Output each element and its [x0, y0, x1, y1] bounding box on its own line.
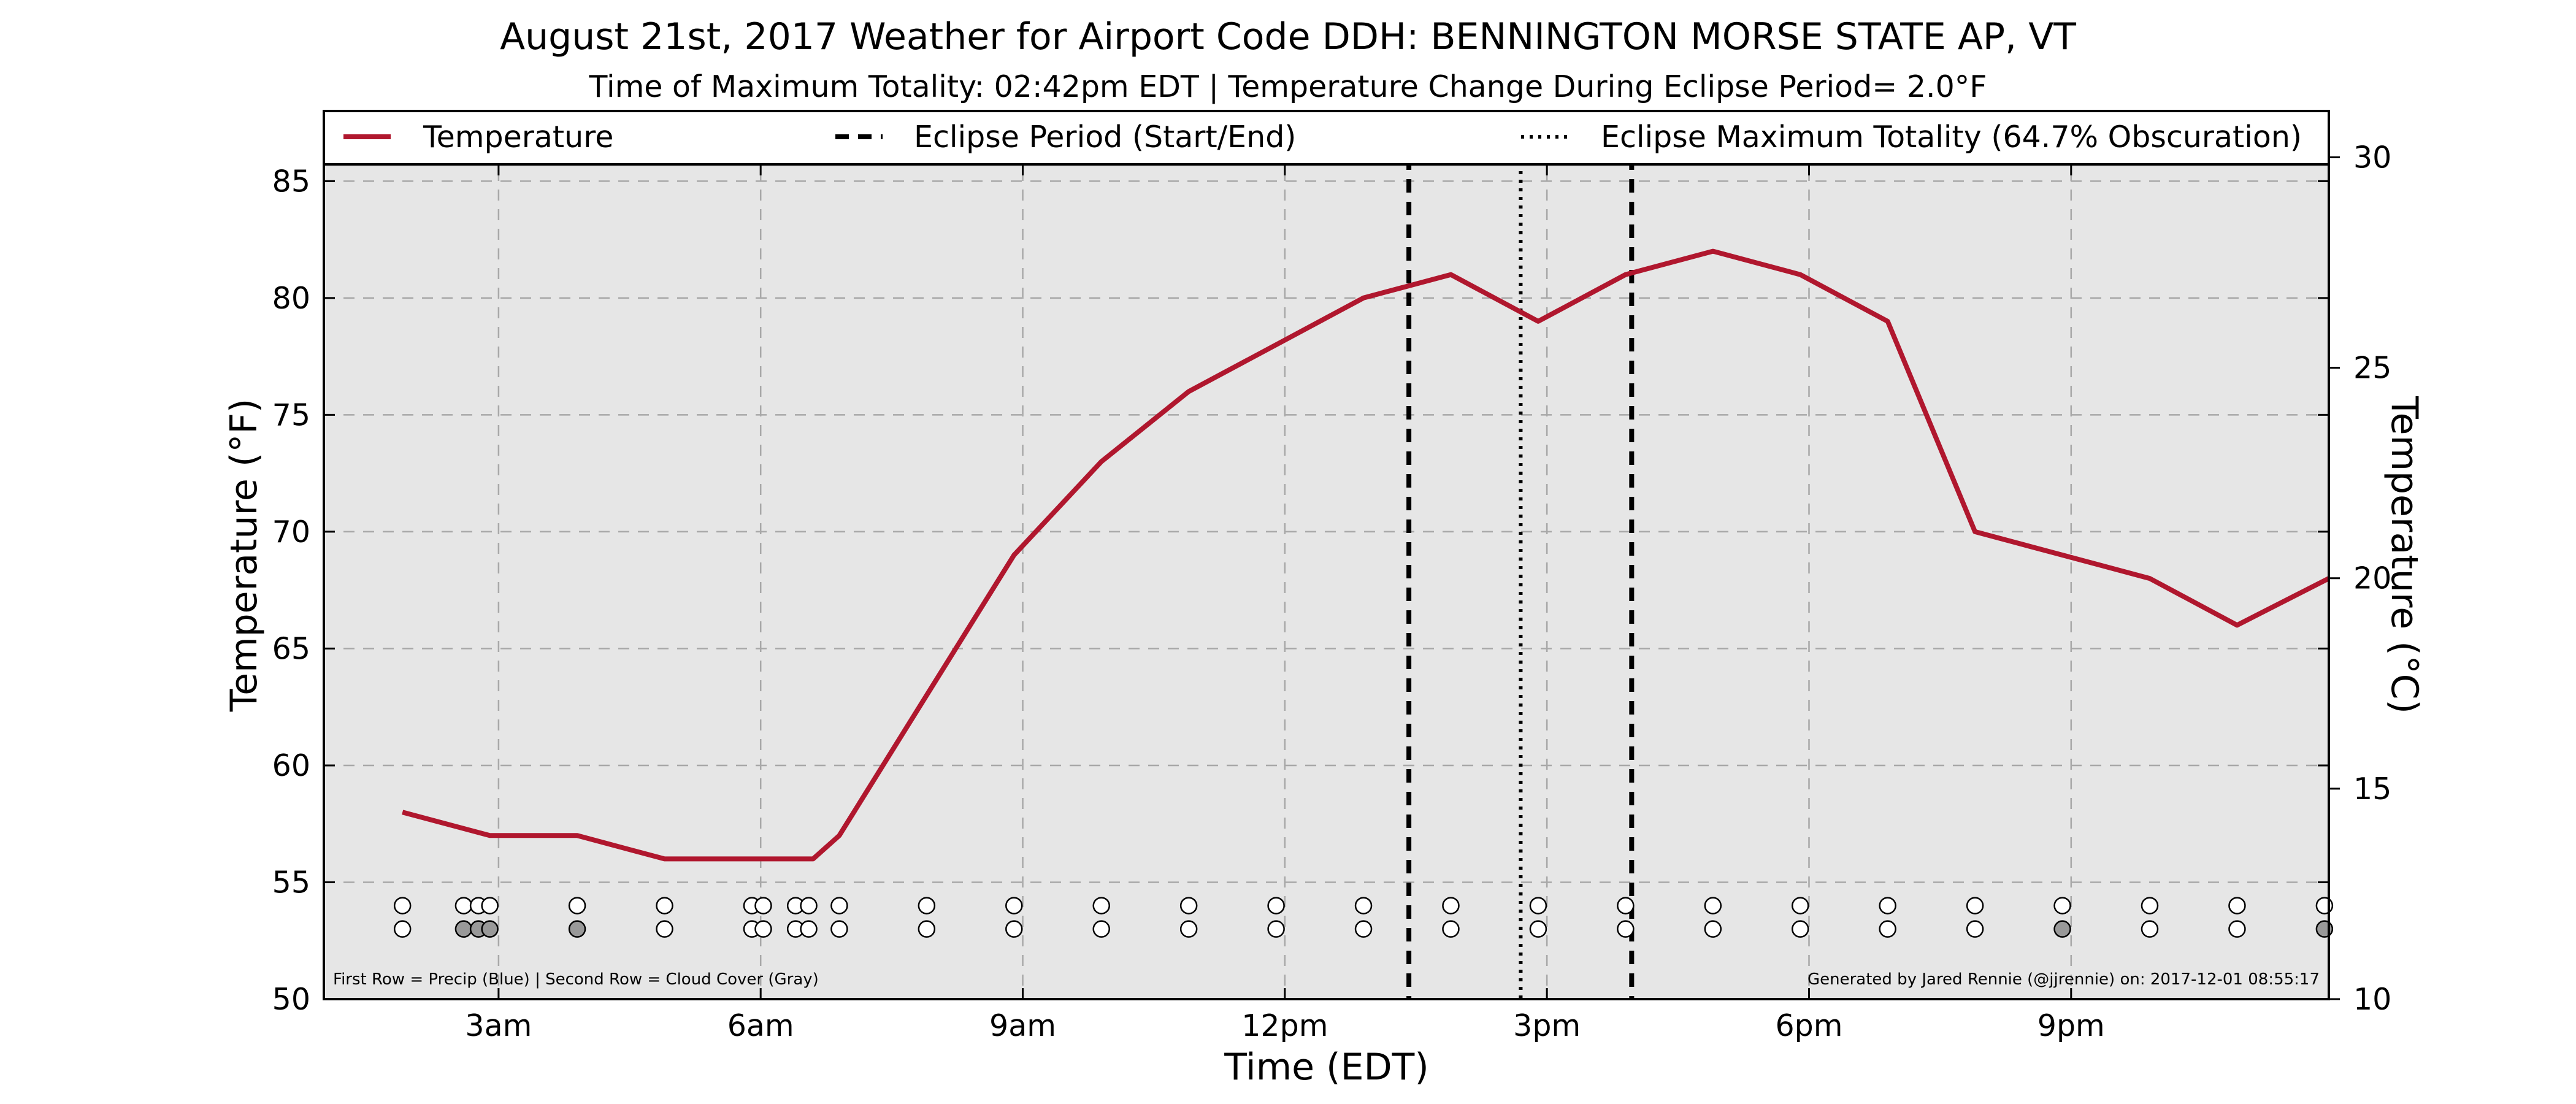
cloud-marker-12 — [1005, 920, 1023, 938]
precip-marker-1 — [454, 897, 473, 914]
cloud-marker-25 — [2141, 920, 2159, 938]
cloud-marker-4 — [568, 920, 586, 938]
legend-temperature-label: Temperature — [423, 120, 613, 155]
series-layer — [402, 248, 2330, 862]
cloud-marker-11 — [918, 920, 936, 938]
y-tick-label-left-1: 55 — [272, 865, 310, 900]
plot-area — [324, 111, 2329, 999]
chart-title: August 21st, 2017 Weather for Airport Co… — [500, 15, 2076, 58]
y-tick-label-left-6: 80 — [272, 281, 310, 316]
x-tick-label-1: 6am — [727, 1008, 794, 1043]
y-axis-right-title: Temperature (°C) — [2383, 396, 2426, 714]
y-tick-label-left-5: 75 — [272, 397, 310, 432]
legend-eclipse-max-label: Eclipse Maximum Totality (64.7% Obscurat… — [1601, 120, 2302, 155]
precip-marker-3 — [481, 897, 499, 914]
cloud-marker-14 — [1179, 920, 1198, 938]
y-tick-label-right-0: 10 — [2353, 982, 2391, 1017]
y-tick-label-right-1: 15 — [2353, 772, 2391, 807]
precip-marker-22 — [1879, 897, 1896, 914]
x-axis-title: Time (EDT) — [1224, 1046, 1429, 1089]
cloud-marker-13 — [1092, 920, 1110, 938]
y-tick-label-right-2: 20 — [2353, 561, 2391, 596]
precip-marker-20 — [1704, 897, 1722, 914]
cloud-marker-10 — [830, 920, 848, 938]
cloud-marker-3 — [481, 920, 499, 938]
y-tick-label-left-3: 65 — [272, 631, 310, 666]
cloud-marker-7 — [754, 920, 772, 938]
cloud-marker-9 — [800, 920, 818, 938]
cloud-marker-5 — [656, 920, 673, 938]
cloud-marker-15 — [1267, 920, 1285, 938]
x-tick-label-6: 9pm — [2037, 1008, 2105, 1043]
precip-marker-4 — [568, 897, 586, 914]
precip-marker-19 — [1617, 897, 1635, 914]
y-axis-left-title: Temperature (°F) — [223, 399, 266, 712]
y-tick-label-left-2: 60 — [272, 748, 310, 783]
plot-frame — [323, 110, 2330, 1000]
precip-marker-17 — [1442, 897, 1460, 914]
chart-subtitle: Time of Maximum Totality: 02:42pm EDT | … — [589, 69, 1987, 104]
y-axis-left: 50 55 60 65 70 75 80 85 — [272, 164, 2329, 1017]
y-tick-label-left-7: 85 — [272, 164, 310, 199]
y-tick-label-right-3: 25 — [2353, 351, 2391, 386]
x-tick-label-0: 3am — [465, 1008, 532, 1043]
grid-lines — [324, 111, 2329, 999]
cloud-marker-17 — [1442, 920, 1460, 938]
precip-marker-11 — [918, 897, 936, 914]
cloud-marker-0 — [393, 920, 412, 938]
series-line-temperature — [402, 248, 2330, 862]
x-tick-label-3: 12pm — [1241, 1008, 1328, 1043]
precip-marker-0 — [393, 897, 412, 914]
cloud-marker-20 — [1704, 920, 1722, 938]
cloud-marker-19 — [1617, 920, 1635, 938]
x-tick-label-4: 3pm — [1513, 1008, 1581, 1043]
cloud-marker-22 — [1879, 920, 1896, 938]
legend: Temperature Eclipse Period (Start/End) E… — [343, 120, 2302, 155]
precip-marker-13 — [1092, 897, 1110, 914]
x-axis: 3am 6am 9am 12pm 3pm 6pm 9pm — [465, 164, 2105, 1043]
footnote-right: Generated by Jared Rennie (@jjrennie) on… — [1807, 970, 2320, 989]
y-tick-label-left-4: 70 — [272, 515, 310, 550]
precip-marker-26 — [2228, 897, 2246, 914]
footnote-left: First Row = Precip (Blue) | Second Row =… — [333, 970, 819, 989]
precip-marker-15 — [1267, 897, 1285, 914]
y-tick-label-left-0: 50 — [272, 982, 310, 1017]
precip-marker-9 — [800, 897, 818, 914]
x-tick-label-5: 6pm — [1775, 1008, 1842, 1043]
x-tick-label-2: 9am — [989, 1008, 1056, 1043]
cloud-marker-26 — [2228, 920, 2246, 938]
cloud-marker-24 — [2053, 920, 2071, 938]
precip-marker-5 — [656, 897, 673, 914]
cloud-marker-16 — [1354, 920, 1373, 938]
observation-markers — [393, 897, 2334, 938]
precip-marker-23 — [1966, 897, 1984, 914]
precip-marker-12 — [1005, 897, 1023, 914]
cloud-marker-18 — [1529, 920, 1547, 938]
y-axis-right: 10 15 20 25 30 — [2329, 140, 2391, 1017]
precip-marker-10 — [830, 897, 848, 914]
precip-marker-14 — [1179, 897, 1198, 914]
y-tick-label-right-4: 30 — [2353, 140, 2391, 175]
precip-marker-7 — [754, 897, 772, 914]
cloud-marker-23 — [1966, 920, 1984, 938]
precip-marker-25 — [2141, 897, 2159, 914]
cloud-marker-21 — [1791, 920, 1809, 938]
cloud-marker-1 — [454, 920, 473, 938]
precip-marker-21 — [1791, 897, 1809, 914]
legend-eclipse-period-label: Eclipse Period (Start/End) — [914, 120, 1296, 155]
precip-marker-24 — [2053, 897, 2071, 914]
precip-marker-16 — [1354, 897, 1373, 914]
eclipse-lines — [1406, 111, 1635, 999]
precip-marker-18 — [1529, 897, 1547, 914]
